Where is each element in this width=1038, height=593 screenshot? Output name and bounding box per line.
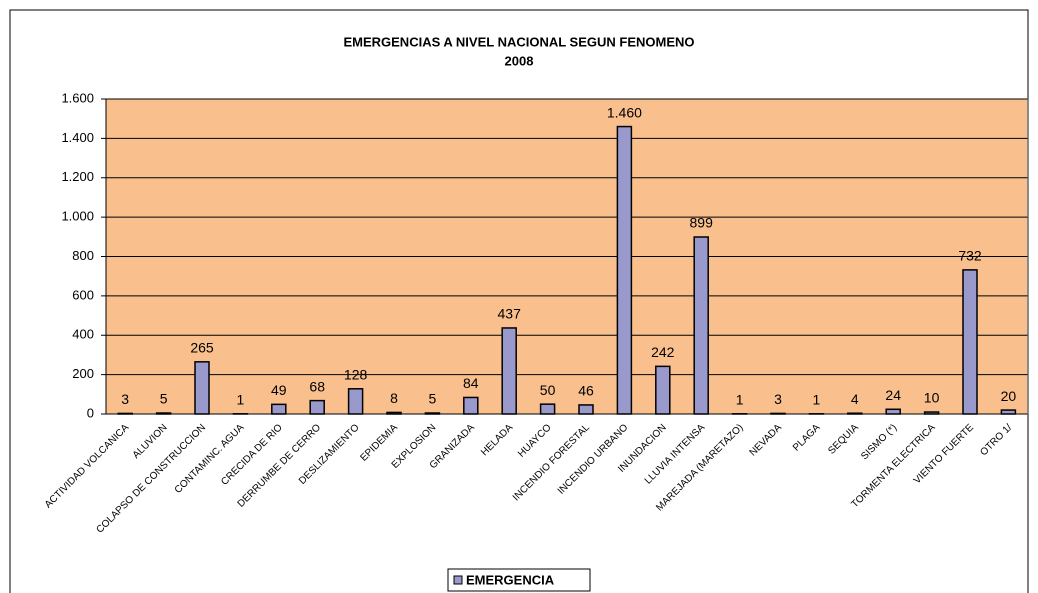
bar — [616, 125, 633, 415]
bar — [424, 412, 441, 415]
bar — [194, 361, 210, 415]
bar — [463, 396, 479, 415]
data-label: 1 — [813, 392, 821, 408]
legend-box — [447, 568, 591, 592]
data-label: 1 — [237, 392, 245, 408]
data-label: 242 — [651, 344, 675, 360]
bar — [578, 404, 594, 415]
y-tick-label: 400 — [72, 327, 94, 342]
chart-title: EMERGENCIAS A NIVEL NACIONAL SEGUN FENOM… — [343, 34, 694, 49]
legend-swatch — [453, 575, 463, 585]
bar — [923, 411, 940, 415]
bar — [847, 412, 863, 415]
bar — [271, 403, 287, 415]
data-label: 1.460 — [607, 104, 642, 120]
data-label: 8 — [390, 390, 398, 406]
data-label: 3 — [121, 391, 129, 407]
bar — [117, 412, 133, 415]
y-tick-label: 1.200 — [61, 169, 94, 184]
data-label: 732 — [958, 248, 982, 264]
data-label: 68 — [309, 378, 325, 394]
y-tick-label: 0 — [87, 405, 94, 420]
data-label: 4 — [851, 391, 859, 407]
data-label: 50 — [540, 382, 556, 398]
bar — [1000, 409, 1017, 415]
bar — [885, 408, 901, 415]
y-tick-label: 1.000 — [61, 209, 94, 224]
data-label: 5 — [429, 391, 437, 407]
bar — [309, 399, 325, 415]
legend-label: EMERGENCIA — [466, 572, 555, 587]
data-label: 24 — [885, 387, 901, 403]
bar — [539, 403, 556, 415]
data-label: 20 — [1001, 388, 1017, 404]
data-label: 3 — [774, 391, 782, 407]
data-label: 899 — [690, 215, 714, 231]
data-label: 84 — [463, 375, 479, 391]
chart-subtitle: 2008 — [505, 53, 534, 68]
data-label: 49 — [271, 382, 287, 398]
y-tick-label: 1.600 — [61, 90, 94, 105]
bar — [693, 236, 709, 415]
bar — [501, 327, 517, 415]
data-label: 437 — [498, 306, 522, 322]
data-label: 46 — [578, 383, 594, 399]
bar — [347, 388, 364, 415]
data-label: 128 — [344, 367, 368, 383]
data-label: 1 — [736, 392, 744, 408]
y-tick-label: 800 — [72, 248, 94, 263]
bar — [386, 411, 402, 415]
data-label: 5 — [160, 391, 168, 407]
y-tick-label: 200 — [72, 366, 94, 381]
y-tick-label: 1.400 — [61, 130, 94, 145]
data-label: 10 — [924, 390, 940, 406]
bar — [655, 365, 671, 415]
bar — [155, 412, 172, 415]
bar — [770, 412, 786, 415]
data-label: 265 — [190, 340, 214, 356]
bar — [962, 269, 978, 415]
y-tick-label: 600 — [72, 287, 94, 302]
